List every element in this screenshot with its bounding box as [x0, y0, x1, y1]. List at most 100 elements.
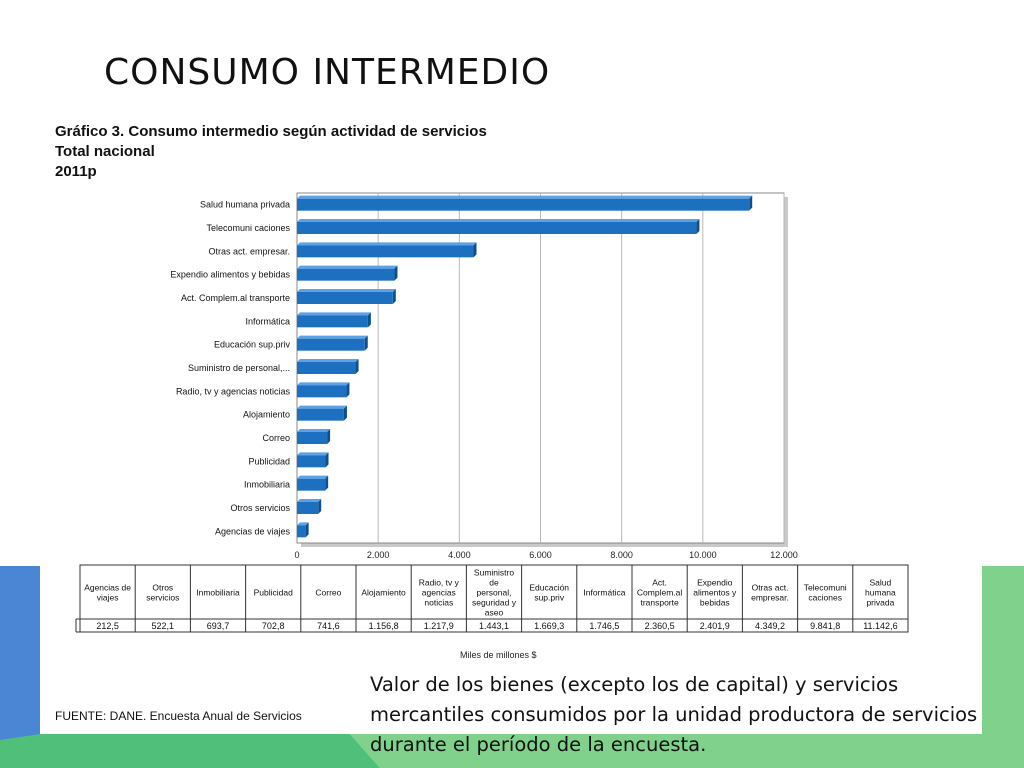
bar-telecomuni-caciones — [297, 219, 700, 234]
bar-top-face — [297, 359, 359, 362]
bar-side-face — [367, 312, 371, 328]
bar-chart: 0 2.000 4.000 6.000 8.000 10.000 12.000 Agencia… — [75, 192, 909, 633]
x-tick-label: 6.000 — [529, 550, 552, 560]
table-value-salud-humana-privada: 11.142,6 — [863, 621, 897, 631]
bar-educacion-sup-priv — [297, 335, 368, 351]
left-accent-bar — [0, 566, 40, 768]
bar-front-face — [297, 455, 326, 468]
bar-top-face — [297, 335, 368, 339]
y-category-label: Correo — [262, 433, 290, 443]
x-tick-label: 2.000 — [367, 550, 390, 560]
y-category-label: Inmobiliaria — [244, 480, 290, 490]
bar-side-face — [305, 522, 309, 538]
y-category-label: Alojamiento — [243, 410, 290, 420]
bar-top-face — [297, 219, 700, 222]
table-value-otras-act-empresar: 4.349,2 — [755, 621, 785, 631]
bar-front-face — [297, 292, 393, 304]
slide-title: CONSUMO INTERMEDIO — [104, 52, 551, 93]
table-header-telecomuni-caciones: Telecomuni caciones — [804, 583, 847, 603]
y-category-label: Agencias de viajes — [215, 526, 291, 536]
table-value-publicidad: 702,8 — [262, 621, 285, 631]
chart-heading: Gráfico 3. Consumo intermedio según acti… — [55, 122, 487, 182]
bar-side-face — [355, 359, 359, 374]
bar-front-face — [297, 268, 395, 281]
bar-side-face — [392, 289, 396, 304]
bar-front-face — [297, 245, 474, 258]
y-category-label: Radio, tv y agencias noticias — [176, 386, 291, 396]
bar-front-face — [297, 222, 697, 234]
bar-top-face — [297, 382, 350, 386]
chart-title: Gráfico 3. Consumo intermedio según acti… — [55, 123, 487, 140]
bar-expendio-alimentos-y-bebidas — [297, 265, 398, 281]
y-category-label: Publicidad — [248, 456, 290, 466]
bar-suministro-de-personal — [297, 359, 359, 374]
chart-subtitle-line-2: 2011p — [55, 163, 97, 180]
table-header-inmobiliaria: Inmobiliaria — [196, 588, 240, 598]
table-value-inmobiliaria: 693,7 — [207, 621, 230, 631]
y-category-label: Informática — [245, 316, 290, 326]
chart-subtitle-line-1: Total nacional — [55, 143, 155, 160]
bar-front-face — [297, 408, 344, 421]
right-accent-bar — [982, 566, 1024, 768]
table-value-suministro-de-personal-seguridad-y-aseo: 1.443,1 — [479, 621, 509, 631]
bar-top-face — [297, 195, 753, 199]
table-value-otros-servicios: 522,1 — [152, 621, 175, 631]
bar-top-face — [297, 452, 329, 456]
table-value-radio-tv-y-agencias-noticias: 1.217,9 — [424, 621, 454, 631]
table-value-informatica: 1.746,5 — [589, 621, 619, 631]
bar-side-face — [343, 405, 347, 421]
bar-informatica — [297, 312, 371, 328]
y-category-label: Educación sup.priv — [214, 340, 291, 350]
bar-front-face — [297, 198, 750, 211]
bar-side-face — [327, 429, 331, 444]
bar-publicidad — [297, 452, 329, 468]
bar-side-face — [318, 499, 322, 514]
table-value-correo: 741,6 — [317, 621, 340, 631]
bar-side-face — [394, 265, 398, 281]
y-category-label: Telecomuni caciones — [206, 223, 290, 233]
bar-front-face — [297, 525, 306, 538]
table-header-alojamiento: Alojamiento — [361, 588, 406, 598]
y-category-label: Expendio alimentos y bebidas — [170, 270, 290, 280]
bar-top-face — [297, 405, 347, 409]
bar-side-face — [325, 475, 329, 491]
data-table-frame — [79, 564, 909, 633]
definition-text: Valor de los bienes (excepto los de capi… — [370, 673, 978, 756]
bar-top-face — [297, 242, 477, 246]
table-header-correo: Correo — [315, 588, 341, 598]
bar-correo — [297, 429, 331, 444]
table-header-informatica: Informática — [583, 588, 625, 598]
y-category-label: Suministro de personal,... — [188, 363, 290, 373]
bar-top-face — [297, 499, 322, 502]
y-category-label: Otros servicios — [230, 503, 290, 513]
table-header-expendio-alimentos-y-bebidas: Expendio alimentos y bebidas — [693, 578, 737, 608]
x-axis-unit-label: Miles de millones $ — [460, 650, 537, 660]
table-header-otras-act-empresar: Otras act. empresar. — [751, 583, 789, 603]
x-tick-label: 12.000 — [770, 550, 798, 560]
y-category-label: Salud humana privada — [200, 200, 290, 210]
bar-front-face — [297, 502, 319, 514]
bar-top-face — [297, 312, 371, 316]
source-note: FUENTE: DANE. Encuesta Anual de Servicio… — [55, 709, 302, 723]
bar-top-face — [297, 265, 398, 269]
bar-alojamiento — [297, 405, 347, 421]
bar-side-face — [473, 242, 477, 258]
bar-side-face — [696, 219, 700, 234]
bar-side-face — [346, 382, 350, 398]
bottom-accent-band — [0, 734, 1024, 768]
bar-side-face — [325, 452, 329, 468]
bar-top-face — [297, 522, 309, 526]
bar-front-face — [297, 338, 365, 351]
bar-top-face — [297, 429, 331, 432]
bar-salud-humana-privada — [297, 195, 753, 211]
bar-act-complem-al-transporte — [297, 289, 396, 304]
bar-top-face — [297, 475, 329, 479]
bar-top-face — [297, 289, 396, 292]
bar-agencias-de-viajes — [297, 522, 309, 538]
bar-otros-servicios — [297, 499, 322, 514]
bar-side-face — [749, 195, 753, 211]
table-header-salud-humana-privada: Salud humana privada — [865, 578, 896, 608]
table-header-publicidad: Publicidad — [254, 588, 293, 598]
table-header-agencias-de-viajes: Agencias de viajes — [84, 583, 131, 603]
table-value-agencias-de-viajes: 212,5 — [96, 621, 119, 631]
